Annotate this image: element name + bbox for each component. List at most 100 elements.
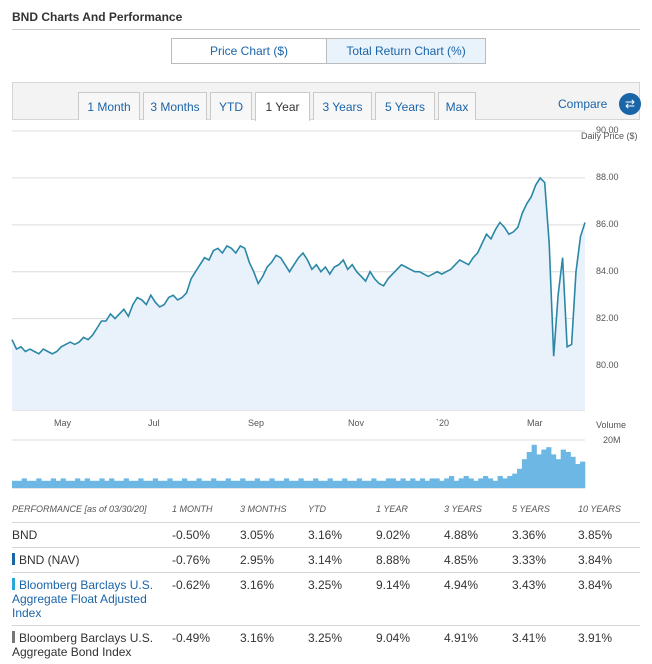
- volume-bar: [401, 478, 406, 488]
- column-header: YTD: [308, 502, 376, 523]
- table-cell: 3.84%: [578, 548, 640, 573]
- volume-bar: [337, 481, 342, 488]
- table-cell: 3.43%: [512, 573, 578, 626]
- volume-bar: [114, 481, 119, 488]
- volume-bar: [206, 481, 211, 488]
- volume-bar: [478, 478, 483, 488]
- volume-bar: [211, 478, 216, 488]
- volume-bar: [41, 481, 46, 488]
- volume-bar: [410, 478, 415, 488]
- table-cell: 3.84%: [578, 573, 640, 626]
- volume-bar: [158, 481, 163, 488]
- volume-bar: [167, 478, 172, 488]
- volume-bar: [342, 478, 347, 488]
- row-name[interactable]: Bloomberg Barclays U.S. Aggregate Float …: [12, 573, 172, 626]
- volume-bar: [299, 478, 304, 488]
- volume-bar: [415, 481, 420, 488]
- volume-bar: [376, 481, 381, 488]
- volume-bar: [435, 478, 440, 488]
- volume-bar: [328, 478, 333, 488]
- table-cell: 3.16%: [240, 573, 308, 626]
- volume-bar: [352, 481, 357, 488]
- volume-bar: [216, 481, 221, 488]
- volume-bar: [488, 478, 493, 488]
- volume-bar: [177, 481, 182, 488]
- volume-bar: [449, 476, 454, 488]
- table-cell: 3.85%: [578, 523, 640, 548]
- volume-bar: [546, 447, 551, 488]
- row-name-label: BND: [12, 528, 37, 542]
- volume-bar: [109, 478, 114, 488]
- table-cell: 4.88%: [444, 523, 512, 548]
- volume-bar: [318, 481, 323, 488]
- volume-bar: [507, 476, 512, 488]
- table-cell: -0.62%: [172, 573, 240, 626]
- volume-bar: [187, 481, 192, 488]
- volume-bar: [575, 464, 580, 488]
- table-cell: 3.25%: [308, 626, 376, 664]
- volume-bar: [99, 478, 104, 488]
- volume-bar: [473, 481, 478, 488]
- volume-bar: [469, 478, 474, 488]
- table-cell: -0.50%: [172, 523, 240, 548]
- volume-bar: [580, 462, 585, 488]
- volume-bar: [221, 481, 226, 488]
- table-row: BND (NAV)-0.76%2.95%3.14%8.88%4.85%3.33%…: [12, 548, 640, 573]
- volume-bar: [124, 478, 129, 488]
- volume-bar: [75, 478, 80, 488]
- volume-bar: [143, 481, 148, 488]
- table-cell: 3.25%: [308, 573, 376, 626]
- volume-bar: [303, 481, 308, 488]
- volume-bar: [396, 481, 401, 488]
- volume-bar: [255, 478, 260, 488]
- volume-bar: [313, 478, 318, 488]
- table-cell: 3.14%: [308, 548, 376, 573]
- volume-bar: [439, 481, 444, 488]
- volume-bar: [454, 481, 459, 488]
- volume-bar: [12, 481, 17, 488]
- volume-bar: [70, 481, 75, 488]
- table-cell: 4.91%: [444, 626, 512, 664]
- table-cell: 3.16%: [240, 626, 308, 664]
- volume-bar: [386, 478, 391, 488]
- volume-bar: [536, 454, 541, 488]
- volume-bar: [36, 478, 41, 488]
- volume-bar: [512, 474, 517, 488]
- volume-bar: [235, 481, 240, 488]
- row-name: Bloomberg Barclays U.S. Aggregate Bond I…: [12, 626, 172, 664]
- volume-bar: [133, 481, 138, 488]
- volume-bar: [17, 481, 22, 488]
- column-header: 3 YEARS: [444, 502, 512, 523]
- table-row: Bloomberg Barclays U.S. Aggregate Bond I…: [12, 626, 640, 664]
- volume-bar: [391, 478, 396, 488]
- volume-bar: [498, 476, 503, 488]
- volume-bar: [240, 478, 245, 488]
- volume-bar: [61, 478, 66, 488]
- table-cell: 3.16%: [308, 523, 376, 548]
- column-header: 1 MONTH: [172, 502, 240, 523]
- volume-bar: [551, 454, 556, 488]
- volume-bar: [172, 481, 177, 488]
- volume-bar: [163, 481, 168, 488]
- volume-bar: [269, 478, 274, 488]
- volume-bar: [532, 445, 537, 488]
- series-marker: [12, 631, 15, 643]
- column-header: PERFORMANCE [as of 03/30/20]: [12, 502, 172, 523]
- volume-bar: [192, 481, 197, 488]
- volume-bar: [274, 481, 279, 488]
- row-name-label: BND (NAV): [19, 553, 79, 567]
- volume-bar: [308, 481, 313, 488]
- volume-bar: [333, 481, 338, 488]
- table-cell: 3.91%: [578, 626, 640, 664]
- volume-bar: [31, 481, 36, 488]
- volume-bar: [459, 478, 464, 488]
- volume-bar: [51, 478, 56, 488]
- volume-bar: [371, 478, 376, 488]
- volume-bar: [129, 481, 134, 488]
- volume-bar: [284, 478, 289, 488]
- row-name: BND: [12, 523, 172, 548]
- volume-bar: [90, 481, 95, 488]
- volume-bar: [138, 478, 143, 488]
- volume-bar: [250, 481, 255, 488]
